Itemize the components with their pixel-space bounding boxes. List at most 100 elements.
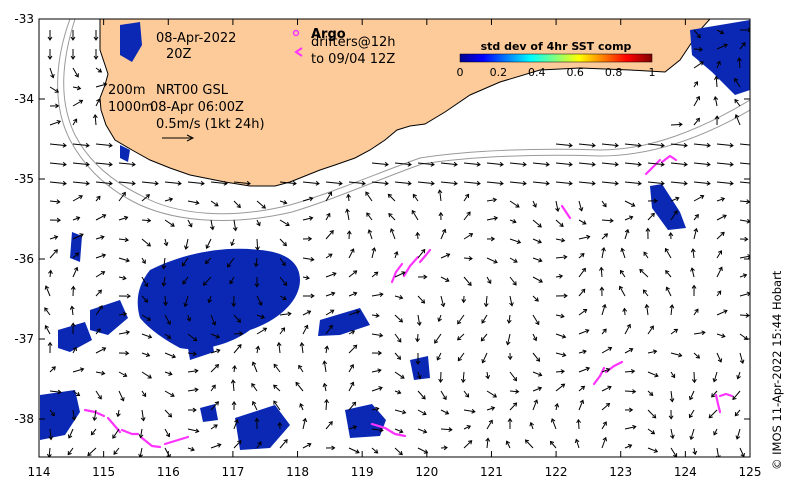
current-arrow	[463, 390, 470, 398]
current-arrow	[95, 98, 101, 107]
current-arrow	[141, 180, 159, 186]
current-arrow	[72, 252, 80, 259]
current-arrow	[643, 251, 649, 259]
current-arrow	[734, 409, 741, 417]
current-arrow	[601, 367, 611, 373]
current-arrow	[253, 257, 259, 268]
current-arrow	[463, 425, 472, 430]
current-arrow	[480, 333, 488, 342]
current-arrow	[279, 295, 287, 301]
current-arrow	[691, 284, 697, 297]
current-arrow	[457, 333, 465, 341]
current-arrow	[693, 161, 711, 167]
current-arrow	[716, 231, 725, 240]
current-arrow	[486, 216, 499, 221]
current-arrow	[532, 257, 543, 263]
current-arrow	[325, 253, 333, 259]
current-arrow	[554, 403, 560, 411]
current-arrow	[231, 400, 237, 411]
current-arrow	[187, 180, 205, 186]
current-arrow	[460, 371, 466, 384]
current-arrow	[532, 333, 538, 342]
current-arrow	[716, 352, 723, 363]
current-arrow	[164, 428, 171, 438]
current-arrow	[72, 216, 81, 221]
current-arrow	[693, 227, 699, 240]
current-arrow	[734, 98, 741, 107]
current-arrow	[668, 232, 674, 240]
current-arrow	[93, 30, 99, 41]
current-arrow	[647, 161, 665, 167]
current-arrow	[233, 344, 242, 354]
current-arrow	[532, 180, 550, 186]
current-arrow	[394, 271, 406, 278]
credit-label: © IMOS 11-Apr-2022 15:44 Hobart	[770, 270, 784, 470]
current-arrow	[348, 309, 361, 316]
current-arrow	[716, 43, 728, 50]
current-arrow	[299, 403, 304, 411]
current-arrow	[325, 230, 334, 240]
current-arrow	[555, 352, 567, 358]
current-arrow	[302, 236, 313, 242]
current-arrow	[95, 142, 113, 148]
current-arrow	[665, 269, 672, 278]
current-arrow	[716, 60, 721, 69]
x-tick-label: 114	[28, 465, 51, 479]
current-arrow	[233, 418, 239, 430]
current-arrow	[532, 386, 543, 392]
isobath-1000m	[57, 19, 750, 221]
current-arrow	[624, 323, 631, 335]
current-arrow	[713, 428, 718, 436]
current-arrow	[183, 295, 189, 308]
current-arrow	[668, 409, 674, 420]
current-arrow	[72, 233, 84, 240]
current-arrow	[186, 314, 192, 322]
current-arrow	[532, 238, 542, 244]
current-arrow	[578, 399, 585, 411]
current-arrow	[387, 193, 396, 202]
current-arrow	[141, 314, 152, 321]
current-arrow	[506, 314, 512, 324]
current-arrow	[486, 161, 504, 167]
current-arrow	[624, 424, 637, 430]
colorbar-tick-label: 0.8	[605, 66, 623, 79]
current-arrow	[624, 347, 634, 354]
current-arrow	[118, 257, 130, 263]
current-arrow	[348, 381, 355, 392]
current-arrow	[574, 438, 580, 449]
current-arrow	[95, 253, 107, 259]
current-arrow	[714, 115, 720, 126]
argo-float-marker	[292, 29, 300, 37]
current-arrow	[302, 310, 312, 316]
current-arrow	[394, 371, 405, 379]
colorbar	[459, 53, 653, 63]
current-arrow	[578, 253, 585, 259]
drifters-to-label: to 09/04 12Z	[311, 52, 395, 67]
current-arrow	[181, 257, 189, 267]
current-arrow	[739, 352, 745, 364]
current-arrow	[555, 333, 567, 339]
current-arrow	[509, 161, 527, 167]
current-arrow	[688, 409, 695, 419]
current-arrow	[302, 324, 309, 335]
current-arrow	[578, 161, 596, 167]
colorbar-tick-label: 1	[649, 66, 656, 79]
current-arrow	[95, 161, 113, 167]
current-arrow	[486, 197, 498, 203]
current-arrow	[716, 161, 734, 167]
current-arrow	[693, 214, 699, 221]
current-arrow	[371, 313, 380, 318]
current-arrow	[463, 233, 474, 240]
current-arrow	[279, 276, 288, 286]
current-arrow	[256, 314, 266, 319]
current-arrow	[87, 447, 97, 457]
current-arrow	[371, 368, 382, 374]
current-arrow	[325, 309, 335, 316]
current-arrow	[227, 257, 235, 268]
current-arrow	[716, 333, 726, 339]
current-arrow	[118, 293, 131, 299]
current-arrow	[416, 314, 422, 327]
current-arrow	[302, 256, 315, 262]
product-label: NRT00 GSL	[156, 83, 229, 98]
current-arrow	[507, 417, 513, 430]
